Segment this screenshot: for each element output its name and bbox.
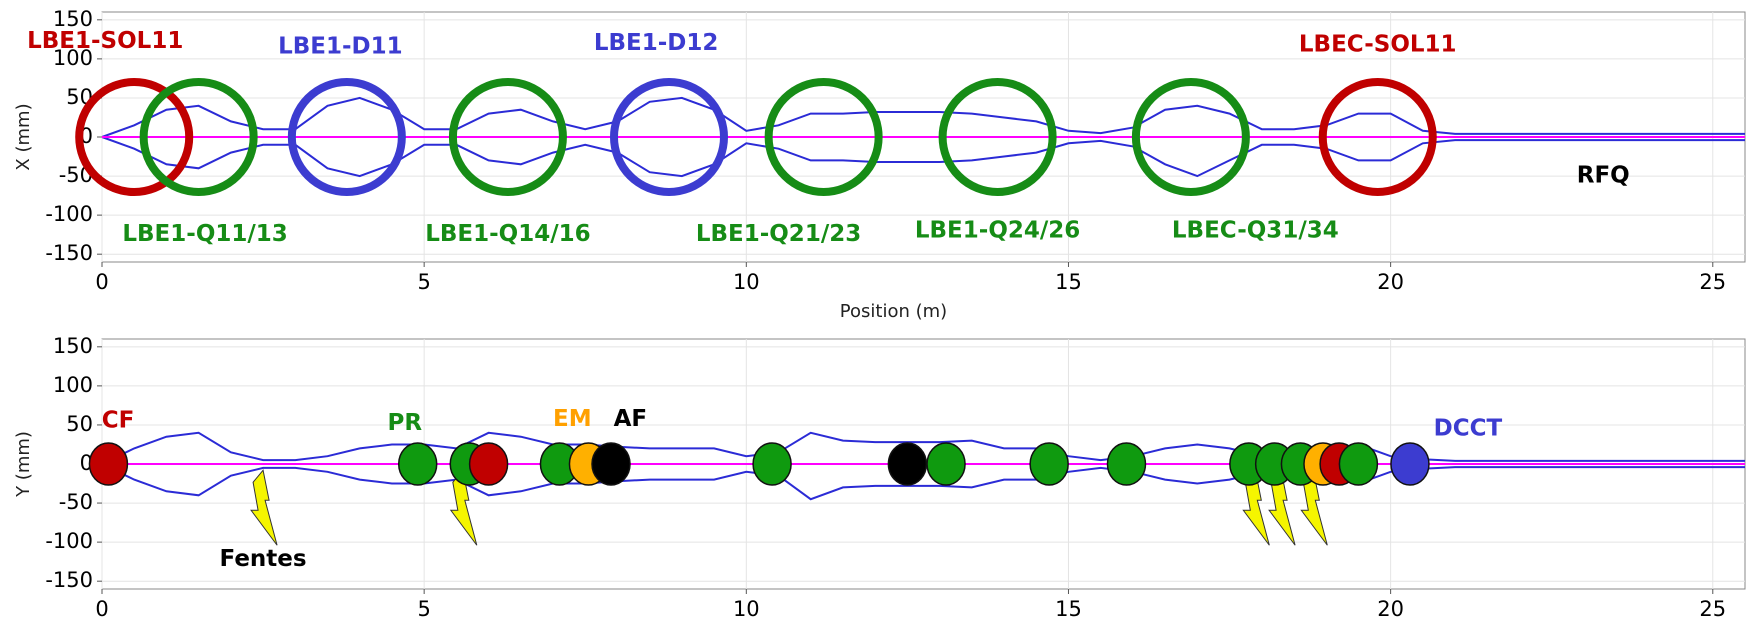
device-marker — [887, 442, 928, 486]
x-tick-label: 0 — [95, 270, 108, 294]
y-tick-label: 50 — [66, 412, 93, 436]
annotation: LBE1-Q14/16 — [425, 221, 590, 247]
envelope-line — [102, 136, 1745, 178]
element-ring — [75, 78, 194, 196]
annotation: LBE1-Q24/26 — [915, 217, 1080, 243]
device-marker — [1029, 442, 1069, 486]
annotation: Fentes — [220, 546, 307, 572]
annotation: CF — [102, 408, 135, 434]
device-marker — [752, 442, 792, 486]
y-tick-label: -150 — [45, 568, 93, 592]
x-tick-label: 5 — [417, 597, 430, 621]
y-tick-label: -50 — [59, 490, 93, 514]
y-tick-label: -100 — [45, 202, 93, 226]
device-marker — [1390, 442, 1430, 486]
annotation: RFQ — [1577, 163, 1630, 189]
x-tick-label: 10 — [733, 597, 760, 621]
element-ring — [609, 78, 728, 196]
annotation: AF — [614, 406, 648, 432]
x-tick-label: 20 — [1377, 270, 1404, 294]
x-tick-label: 25 — [1699, 270, 1726, 294]
device-marker — [591, 442, 631, 486]
x-tick-label: 15 — [1055, 270, 1082, 294]
x-tick-label: 25 — [1699, 597, 1726, 621]
element-ring — [1318, 78, 1437, 196]
envelope-line — [102, 463, 1745, 501]
envelope-line — [102, 96, 1745, 138]
device-marker — [397, 442, 438, 486]
annotation: EM — [553, 406, 592, 432]
y-tick-label: -150 — [45, 241, 93, 265]
x-tick-label: 20 — [1377, 597, 1404, 621]
element-ring — [287, 78, 406, 196]
slit-flash — [250, 469, 278, 546]
slit-flash — [1268, 469, 1296, 546]
annotation: PR — [388, 410, 423, 436]
annotation: DCCT — [1434, 415, 1503, 441]
y-tick-label: 100 — [53, 46, 93, 70]
annotation: LBE1-D12 — [594, 30, 719, 56]
device-marker — [468, 442, 509, 486]
element-ring — [938, 78, 1057, 196]
envelope-line — [102, 431, 1745, 465]
device-marker — [1106, 442, 1147, 486]
annotation: LBE1-Q21/23 — [696, 221, 861, 247]
y-axis-label: X (mm) — [13, 103, 34, 170]
plot-area — [102, 96, 1745, 178]
slit-flash — [1242, 469, 1270, 546]
annotation: LBEC-SOL11 — [1299, 31, 1457, 57]
annotation: LBEC-Q31/34 — [1172, 217, 1339, 243]
x-axis-label: Position (m) — [840, 301, 947, 322]
y-tick-label: -100 — [45, 529, 93, 553]
y-axis-label: Y (mm) — [13, 431, 34, 498]
x-tick-label: 0 — [95, 597, 108, 621]
y-tick-label: 150 — [53, 334, 93, 358]
element-ring — [764, 78, 883, 196]
slit-flash — [1300, 469, 1328, 546]
device-marker — [1338, 442, 1379, 486]
device-marker — [926, 442, 966, 486]
annotation: LBE1-Q11/13 — [122, 221, 287, 247]
y-tick-label: 150 — [53, 7, 93, 31]
x-tick-label: 15 — [1055, 597, 1082, 621]
element-ring — [139, 78, 258, 196]
annotation: LBE1-SOL11 — [27, 28, 183, 54]
x-tick-label: 10 — [733, 270, 760, 294]
annotation: LBE1-D11 — [278, 34, 403, 60]
y-tick-label: 100 — [53, 373, 93, 397]
element-ring — [448, 78, 567, 196]
device-marker — [88, 442, 129, 486]
element-ring — [1131, 78, 1250, 196]
slit-flash — [449, 469, 478, 546]
x-tick-label: 5 — [417, 270, 430, 294]
